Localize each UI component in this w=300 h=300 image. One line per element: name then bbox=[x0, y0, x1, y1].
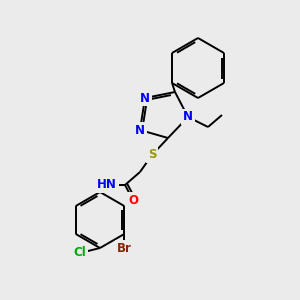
Text: Br: Br bbox=[117, 242, 132, 254]
Text: S: S bbox=[148, 148, 156, 161]
Text: Cl: Cl bbox=[74, 245, 86, 259]
Text: O: O bbox=[128, 194, 138, 206]
Text: N: N bbox=[183, 110, 193, 124]
Text: N: N bbox=[140, 92, 150, 104]
Text: N: N bbox=[135, 124, 145, 136]
Text: HN: HN bbox=[97, 178, 117, 191]
